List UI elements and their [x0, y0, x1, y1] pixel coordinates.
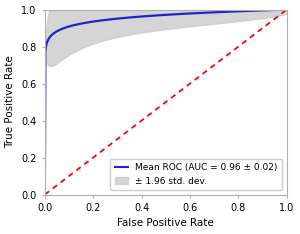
- Mean ROC (AUC = 0.96 ± 0.02): [43, 193, 46, 196]
- X-axis label: False Positive Rate: False Positive Rate: [117, 219, 214, 228]
- Mean ROC (AUC = 0.96 ± 0.02): [279, 8, 283, 11]
- Mean ROC (AUC = 0.96 ± 0.02): [187, 12, 191, 15]
- Mean ROC (AUC = 0.96 ± 0.02): [242, 10, 245, 12]
- Mean ROC (AUC = 0.96 ± 0.02): [285, 8, 289, 11]
- Mean ROC (AUC = 0.96 ± 0.02): [174, 13, 178, 16]
- Legend: Mean ROC (AUC = 0.96 ± 0.02), ± 1.96 std. dev.: Mean ROC (AUC = 0.96 ± 0.02), ± 1.96 std…: [110, 158, 282, 190]
- Mean ROC (AUC = 0.96 ± 0.02): [159, 14, 163, 17]
- Line: Mean ROC (AUC = 0.96 ± 0.02): Mean ROC (AUC = 0.96 ± 0.02): [45, 10, 287, 194]
- Y-axis label: True Positive Rate: True Positive Rate: [6, 56, 16, 148]
- Mean ROC (AUC = 0.96 ± 0.02): [158, 14, 162, 17]
